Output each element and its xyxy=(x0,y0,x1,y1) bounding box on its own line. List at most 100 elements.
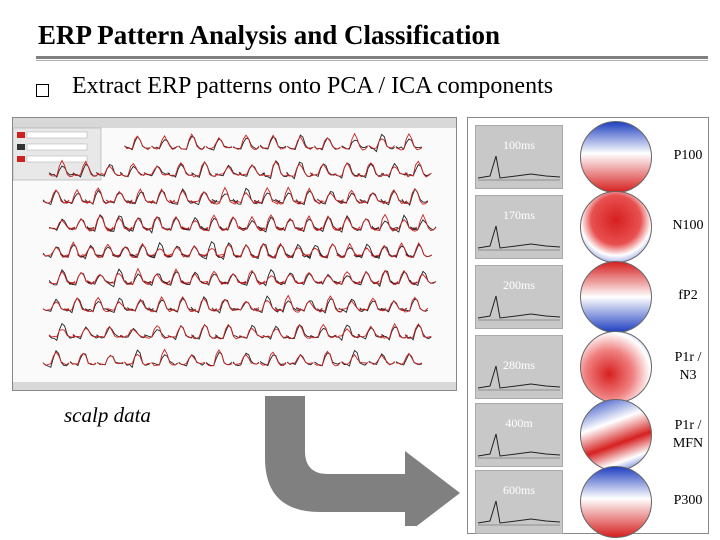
waveform-trace xyxy=(314,137,341,151)
waveform-trace xyxy=(253,299,281,312)
waveform-trace xyxy=(215,165,242,176)
waveform-trace xyxy=(286,324,313,339)
waveform-trace xyxy=(72,327,99,338)
waveform-trace xyxy=(72,160,100,177)
waveform-trace xyxy=(409,219,437,231)
waveform-trace xyxy=(333,162,361,177)
waveform-trace xyxy=(211,298,239,312)
waveform-trace xyxy=(148,299,175,313)
waveform-trace xyxy=(317,190,344,205)
waveform-trace xyxy=(295,218,323,233)
waveform-trace xyxy=(338,300,365,311)
waveform-trace xyxy=(257,275,285,285)
waveform-trace xyxy=(143,325,171,339)
component-waveform xyxy=(477,433,561,459)
waveform-trace xyxy=(390,214,418,233)
component-name-label: P1r / MFN xyxy=(672,418,704,451)
waveform-trace xyxy=(178,135,205,150)
waveform-trace xyxy=(287,135,314,150)
waveform-trace xyxy=(286,324,313,340)
waveform-trace xyxy=(338,189,365,205)
waveform-trace xyxy=(215,244,243,258)
waveform-trace xyxy=(395,138,422,150)
waveform-trace xyxy=(106,297,133,313)
waveform-trace xyxy=(232,187,260,205)
waveform-trace xyxy=(151,354,178,366)
waveform-trace xyxy=(190,191,217,204)
waveform-trace xyxy=(67,218,95,230)
component-time-label: 200ms xyxy=(502,278,535,292)
waveform-trace xyxy=(238,215,266,231)
waveform-trace xyxy=(105,217,133,230)
waveform-trace xyxy=(200,270,228,285)
waveform-trace xyxy=(143,216,171,234)
waveform-trace xyxy=(259,351,287,367)
bullet-checkbox-icon xyxy=(36,84,49,97)
waveform-trace xyxy=(309,163,337,177)
waveform-trace xyxy=(106,190,133,204)
waveform-trace xyxy=(63,188,91,204)
waveform-trace xyxy=(169,188,196,205)
component-name-label: P300 xyxy=(673,493,703,508)
waveform-trace xyxy=(259,354,287,367)
waveform-trace xyxy=(205,352,233,367)
waveform-trace xyxy=(59,241,87,258)
waveform-trace xyxy=(42,246,70,257)
waveform-trace xyxy=(409,270,437,287)
waveform-trace xyxy=(314,137,341,150)
waveform-trace xyxy=(395,132,423,151)
waveform-trace xyxy=(317,298,344,314)
waveform-trace xyxy=(276,273,304,285)
waveform-trace xyxy=(371,220,399,231)
waveform-trace xyxy=(48,329,76,338)
component-waveform xyxy=(477,365,561,391)
waveform-trace xyxy=(232,192,260,204)
waveform-trace xyxy=(371,213,399,232)
waveform-trace xyxy=(151,139,178,150)
waveform-trace xyxy=(191,323,218,340)
waveform-trace xyxy=(148,295,175,313)
waveform-trace xyxy=(143,216,171,231)
waveform-trace xyxy=(232,134,260,150)
waveform-trace xyxy=(341,353,368,365)
waveform-trace xyxy=(94,243,122,259)
component-waveform xyxy=(477,225,561,251)
waveform-trace xyxy=(338,298,365,314)
waveform-trace xyxy=(48,159,76,178)
waveform-trace xyxy=(274,300,302,313)
waveform-trace xyxy=(69,352,97,366)
component-name-label: P1r / N3 xyxy=(674,350,702,383)
waveform-trace xyxy=(336,246,363,258)
component-name-label: fP2 xyxy=(678,288,698,303)
waveform-trace xyxy=(143,329,171,339)
waveform-trace xyxy=(190,297,218,312)
waveform-trace xyxy=(253,186,281,205)
waveform-trace xyxy=(169,296,196,312)
component-waveform xyxy=(477,500,561,526)
waveform-trace xyxy=(310,327,337,339)
waveform-trace xyxy=(86,214,114,232)
waveform-trace xyxy=(287,354,314,365)
waveform-trace xyxy=(163,245,190,258)
component-waveform-thumb: 600ms xyxy=(475,470,563,534)
waveform-trace xyxy=(178,133,206,151)
waveform-trace xyxy=(341,132,368,151)
flow-arrow xyxy=(265,396,460,526)
waveform-trace xyxy=(198,248,225,257)
waveform-trace xyxy=(42,349,70,368)
waveform-trace xyxy=(84,300,112,313)
waveform-trace xyxy=(105,215,133,232)
waveform-trace xyxy=(119,329,147,339)
waveform-trace xyxy=(162,216,190,231)
waveform-trace xyxy=(59,244,87,259)
waveform-trace xyxy=(48,270,76,286)
waveform-trace xyxy=(232,354,260,365)
waveform-trace xyxy=(390,269,418,286)
component-time-label: 600ms xyxy=(502,483,535,497)
waveform-trace xyxy=(162,268,190,286)
component-time-label: 280ms xyxy=(502,358,535,372)
waveform-trace xyxy=(380,188,408,205)
waveform-trace xyxy=(214,325,242,340)
component-name-label: N100 xyxy=(672,218,704,233)
waveform-trace xyxy=(143,165,171,176)
